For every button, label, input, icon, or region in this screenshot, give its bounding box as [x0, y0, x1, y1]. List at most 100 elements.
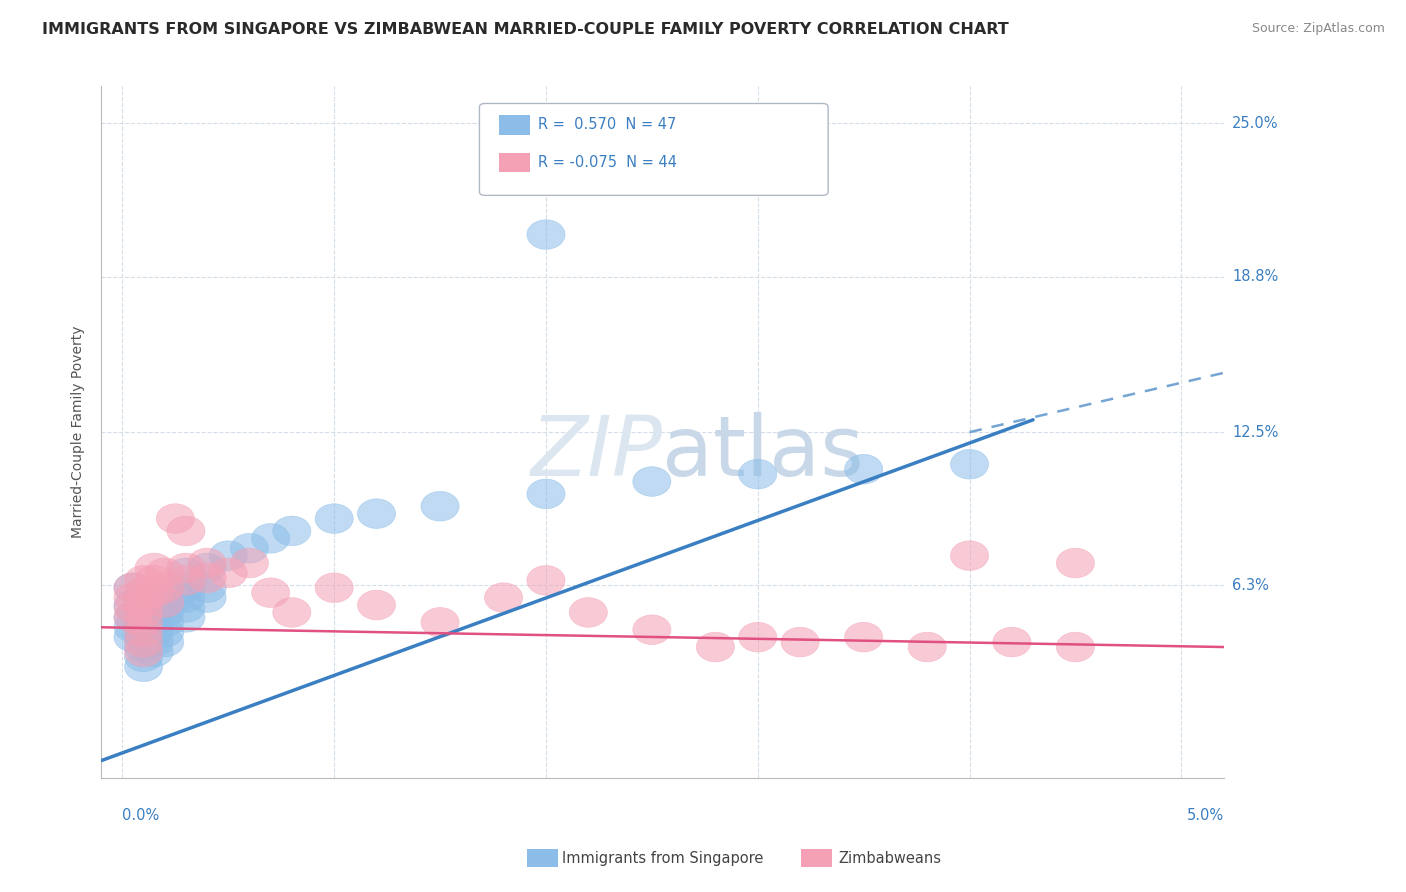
Ellipse shape: [357, 499, 395, 528]
Ellipse shape: [114, 573, 152, 603]
Ellipse shape: [527, 566, 565, 595]
Ellipse shape: [527, 479, 565, 508]
Ellipse shape: [845, 454, 883, 484]
Ellipse shape: [125, 617, 163, 647]
Ellipse shape: [135, 553, 173, 582]
Ellipse shape: [209, 541, 247, 571]
Ellipse shape: [167, 603, 205, 632]
Text: 25.0%: 25.0%: [1232, 116, 1278, 131]
Ellipse shape: [315, 573, 353, 603]
Text: Zimbabweans: Zimbabweans: [838, 851, 941, 865]
Ellipse shape: [125, 632, 163, 662]
Ellipse shape: [156, 504, 194, 533]
Ellipse shape: [125, 637, 163, 667]
Ellipse shape: [125, 578, 163, 607]
Ellipse shape: [125, 603, 163, 632]
Ellipse shape: [167, 582, 205, 613]
Ellipse shape: [188, 573, 226, 603]
Ellipse shape: [114, 603, 152, 632]
Ellipse shape: [273, 598, 311, 627]
Ellipse shape: [146, 573, 184, 603]
Ellipse shape: [125, 642, 163, 672]
Text: 6.3%: 6.3%: [1232, 578, 1268, 593]
Ellipse shape: [146, 617, 184, 647]
Ellipse shape: [146, 588, 184, 617]
Ellipse shape: [135, 566, 173, 595]
Ellipse shape: [485, 582, 523, 613]
Text: IMMIGRANTS FROM SINGAPORE VS ZIMBABWEAN MARRIED-COUPLE FAMILY POVERTY CORRELATIO: IMMIGRANTS FROM SINGAPORE VS ZIMBABWEAN …: [42, 22, 1010, 37]
Ellipse shape: [633, 467, 671, 496]
Y-axis label: Married-Couple Family Poverty: Married-Couple Family Poverty: [72, 326, 86, 539]
Ellipse shape: [146, 627, 184, 657]
Ellipse shape: [135, 578, 173, 607]
Text: 12.5%: 12.5%: [1232, 425, 1278, 440]
Ellipse shape: [146, 578, 184, 607]
Ellipse shape: [125, 598, 163, 627]
Ellipse shape: [135, 598, 173, 627]
Ellipse shape: [527, 219, 565, 250]
Ellipse shape: [114, 613, 152, 642]
Ellipse shape: [146, 607, 184, 637]
Ellipse shape: [908, 632, 946, 662]
Ellipse shape: [782, 627, 820, 657]
Ellipse shape: [315, 504, 353, 533]
Ellipse shape: [188, 549, 226, 578]
Ellipse shape: [114, 582, 152, 613]
Text: R =  0.570  N = 47: R = 0.570 N = 47: [538, 118, 676, 132]
Ellipse shape: [125, 607, 163, 637]
Ellipse shape: [993, 627, 1031, 657]
Ellipse shape: [738, 623, 776, 652]
Ellipse shape: [125, 588, 163, 617]
Ellipse shape: [167, 592, 205, 623]
Ellipse shape: [950, 541, 988, 571]
Text: Source: ZipAtlas.com: Source: ZipAtlas.com: [1251, 22, 1385, 36]
Ellipse shape: [167, 553, 205, 582]
Ellipse shape: [633, 615, 671, 645]
Ellipse shape: [209, 558, 247, 588]
Ellipse shape: [135, 607, 173, 637]
Ellipse shape: [167, 558, 205, 588]
Ellipse shape: [146, 588, 184, 617]
Ellipse shape: [188, 582, 226, 613]
Ellipse shape: [950, 450, 988, 479]
Ellipse shape: [125, 627, 163, 657]
Ellipse shape: [231, 533, 269, 563]
Ellipse shape: [231, 549, 269, 578]
Ellipse shape: [167, 573, 205, 603]
Ellipse shape: [135, 637, 173, 667]
Ellipse shape: [114, 591, 152, 620]
Ellipse shape: [167, 516, 205, 546]
Ellipse shape: [188, 563, 226, 592]
Text: 0.0%: 0.0%: [122, 808, 160, 823]
Text: 18.8%: 18.8%: [1232, 269, 1278, 284]
Ellipse shape: [125, 652, 163, 681]
Ellipse shape: [696, 632, 734, 662]
Ellipse shape: [146, 598, 184, 627]
Ellipse shape: [273, 516, 311, 546]
Text: 5.0%: 5.0%: [1187, 808, 1223, 823]
Ellipse shape: [114, 573, 152, 603]
Ellipse shape: [420, 491, 460, 521]
Text: ZIP: ZIP: [530, 412, 662, 493]
Ellipse shape: [125, 623, 163, 652]
Ellipse shape: [1056, 632, 1094, 662]
Ellipse shape: [569, 598, 607, 627]
Ellipse shape: [188, 553, 226, 582]
Ellipse shape: [252, 578, 290, 607]
Text: Immigrants from Singapore: Immigrants from Singapore: [562, 851, 763, 865]
Ellipse shape: [125, 582, 163, 613]
Ellipse shape: [135, 588, 173, 617]
Ellipse shape: [114, 623, 152, 652]
Ellipse shape: [156, 582, 194, 613]
Ellipse shape: [1056, 549, 1094, 578]
Ellipse shape: [125, 566, 163, 595]
Ellipse shape: [135, 627, 173, 657]
Ellipse shape: [167, 566, 205, 595]
Ellipse shape: [135, 617, 173, 647]
Text: R = -0.075  N = 44: R = -0.075 N = 44: [538, 155, 678, 169]
Ellipse shape: [125, 592, 163, 623]
Ellipse shape: [146, 558, 184, 588]
Ellipse shape: [252, 524, 290, 553]
Ellipse shape: [114, 603, 152, 632]
Ellipse shape: [420, 607, 460, 637]
